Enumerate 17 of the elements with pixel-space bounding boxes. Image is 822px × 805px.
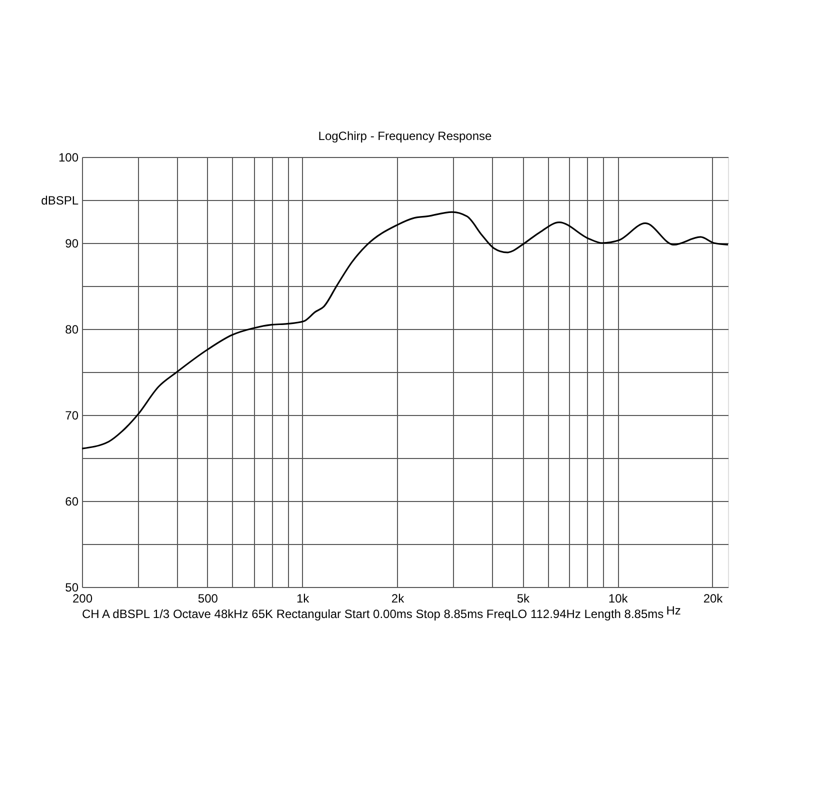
x-tick-label: 10k xyxy=(608,592,629,606)
y-tick-label: 70 xyxy=(65,408,79,422)
x-tick-label: 500 xyxy=(198,592,218,606)
y-tick-label: 80 xyxy=(65,322,79,336)
x-tick-label: 2k xyxy=(391,592,406,606)
y-tick-label: dBSPL xyxy=(41,194,79,208)
y-tick-label: 60 xyxy=(65,494,79,508)
y-tick-label: 100 xyxy=(58,150,79,164)
x-axis-title: Hz xyxy=(666,604,681,618)
x-tick-label: 20k xyxy=(703,592,724,606)
y-tick-label: 90 xyxy=(65,236,79,250)
chart-title: LogChirp - Frequency Response xyxy=(318,129,492,143)
text: CH A dBSPL 1/3 Octave 48kHz 65K Rectangular Start 0.00ms Stop 8.85ms FreqLO 112.94Hz Length 8.85ms xyxy=(82,607,664,621)
x-tick-label: 200 xyxy=(72,592,93,606)
x-tick-label: 1k xyxy=(296,592,310,606)
y-tick-label: 50 xyxy=(65,580,79,594)
x-tick-label: 5k xyxy=(516,592,531,606)
